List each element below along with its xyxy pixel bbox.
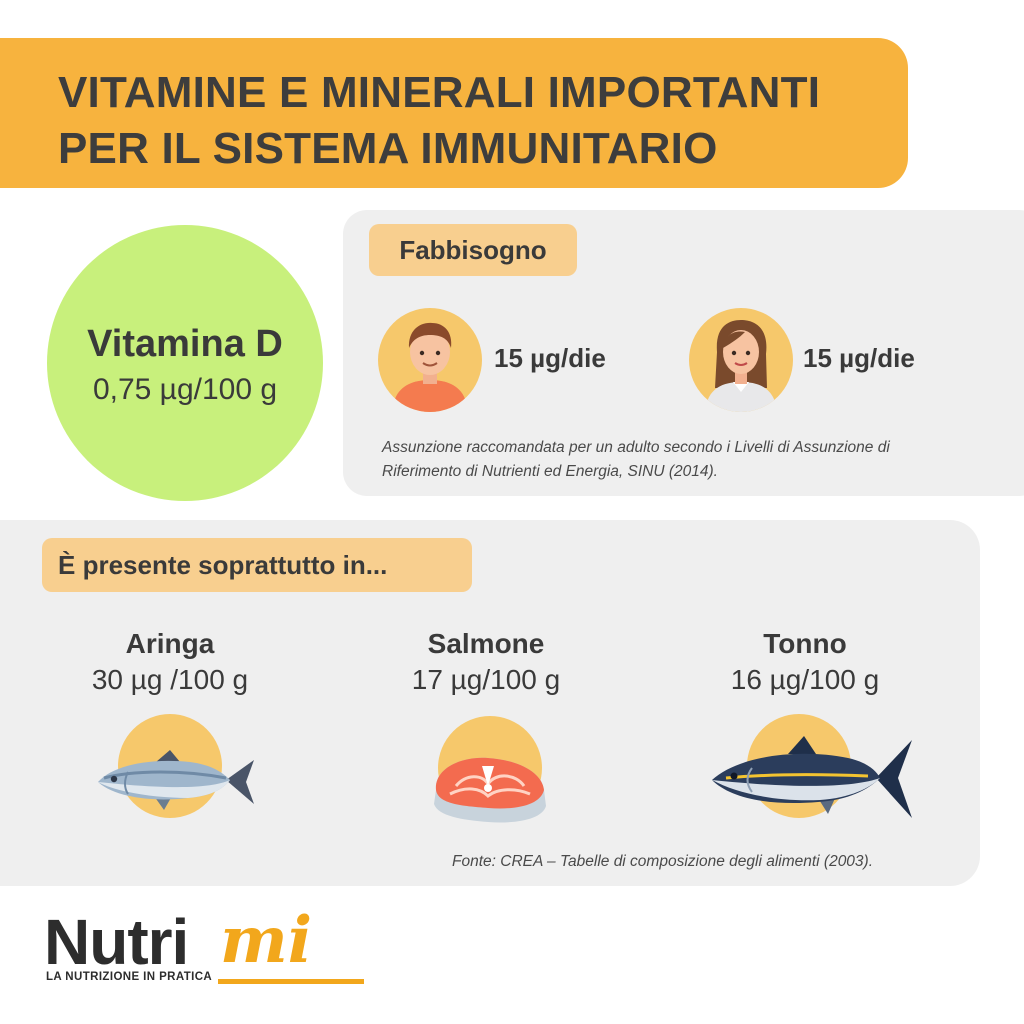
requirement-note: Assunzione raccomandata per un adulto se… <box>382 439 890 480</box>
food-item-tuna: Tonno 16 µg/100 g <box>675 628 935 696</box>
herring-icon <box>98 750 254 810</box>
nutrimi-logo: Nutri mi LA NUTRIZIONE IN PRATICA <box>44 903 364 995</box>
woman-avatar-icon <box>689 308 793 412</box>
salmon-steak-icon <box>434 757 546 823</box>
title-line-2: PER IL SISTEMA IMMUNITARIO <box>58 124 718 173</box>
title-banner: VITAMINE E MINERALI IMPORTANTI PER IL SI… <box>0 38 908 188</box>
vitamin-name: Vitamina D <box>87 323 283 365</box>
sources-label: È presente soprattutto in... <box>42 538 472 592</box>
vitamin-content: 0,75 µg/100 g <box>92 373 278 406</box>
tuna-icon <box>712 736 912 818</box>
food-item-herring: Aringa 30 µg /100 g <box>40 628 300 696</box>
food-name: Salmone <box>427 628 545 659</box>
food-name: Tonno <box>763 628 847 659</box>
logo-main-text: Nutri <box>44 906 189 978</box>
logo-underline <box>218 979 364 984</box>
source-note: Fonte: CREA – Tabelle di composizione de… <box>452 853 874 870</box>
food-value: 16 µg/100 g <box>730 664 880 695</box>
vitamin-circle: Vitamina D 0,75 µg/100 g <box>47 225 323 501</box>
woman-requirement-value: 15 µg/die <box>803 343 915 373</box>
man-avatar-icon <box>378 308 482 412</box>
logo-accent-text: mi <box>220 903 313 978</box>
man-requirement-value: 15 µg/die <box>494 343 606 373</box>
food-name: Aringa <box>125 628 215 659</box>
food-value: 30 µg /100 g <box>91 664 249 695</box>
food-item-salmon: Salmone 17 µg/100 g <box>356 628 616 696</box>
title-line-1: VITAMINE E MINERALI IMPORTANTI <box>58 68 821 117</box>
food-value: 17 µg/100 g <box>411 664 561 695</box>
requirement-label: Fabbisogno <box>369 224 577 276</box>
logo-tagline: LA NUTRIZIONE IN PRATICA <box>46 971 213 983</box>
